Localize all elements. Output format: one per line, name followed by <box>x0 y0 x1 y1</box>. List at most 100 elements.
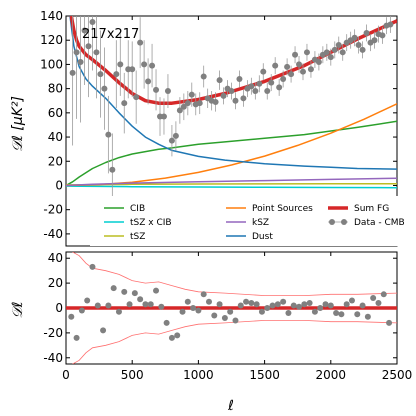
x-axis-label: ℓ <box>227 398 234 414</box>
residual-point <box>348 297 355 304</box>
residual-point <box>258 308 265 315</box>
data-point <box>355 42 362 49</box>
legend-label: tSZ <box>130 232 145 242</box>
residual-point <box>205 298 212 305</box>
residual-point <box>280 298 287 305</box>
data-point <box>252 88 259 95</box>
residual-point <box>248 300 255 307</box>
legend-item-point-sources: Point Sources <box>226 204 313 214</box>
residual-point <box>174 332 181 339</box>
residual-point <box>115 308 122 315</box>
bottom-panel: -40 -20 0 20 40 0 500 1000 1500 2000 2500 <box>43 251 412 382</box>
bottom-xtick-label: 2000 <box>316 368 347 382</box>
residual-band-upper <box>72 252 397 296</box>
residual-point <box>227 308 234 315</box>
residual-point <box>237 302 244 309</box>
bottom-xtick-label: 1500 <box>249 368 280 382</box>
data-point <box>359 46 366 53</box>
legend: CIB Point Sources Sum FG tSZ x CIB kSZ Data -… <box>90 196 405 246</box>
data-point <box>288 71 295 78</box>
residual-point <box>126 301 133 308</box>
data-point <box>101 85 108 92</box>
residual-point <box>216 301 223 308</box>
data-point <box>387 21 394 28</box>
series-line-ksz <box>66 177 397 187</box>
data-point <box>172 132 179 139</box>
panel-label: 217x217 <box>82 27 139 42</box>
residual-point <box>94 302 101 309</box>
data-point <box>133 94 140 101</box>
legend-item-tsz-x-cib: tSZ x CIB <box>104 218 172 228</box>
residual-point <box>301 301 308 308</box>
series-line-point-sources <box>66 103 397 187</box>
top-ytick-label: 0 <box>55 178 63 192</box>
residual-point <box>158 303 165 310</box>
bottom-xtick-label: 0 <box>62 368 70 382</box>
residual-point <box>354 311 361 318</box>
legend-item-dust: Dust <box>226 232 273 242</box>
residual-point <box>243 298 250 305</box>
data-point <box>315 59 322 65</box>
data-point <box>145 78 152 85</box>
residual-point <box>327 302 334 309</box>
top-ytick-label: 120 <box>40 33 63 47</box>
top-ytick-label: 60 <box>48 106 63 120</box>
data-point <box>69 69 76 76</box>
residual-point <box>200 291 207 298</box>
residual-point <box>274 301 281 308</box>
data-point <box>327 54 334 61</box>
data-point <box>335 42 342 49</box>
data-point <box>228 88 235 95</box>
residual-point <box>89 263 96 270</box>
bottom-xtick-label: 2500 <box>382 368 413 382</box>
residual-point <box>306 300 313 307</box>
residual-point <box>386 319 393 326</box>
data-point <box>272 62 279 69</box>
data-point <box>176 107 183 114</box>
top-ytick-label: 80 <box>48 82 63 96</box>
residual-point <box>131 290 138 297</box>
data-point <box>212 98 219 105</box>
legend-label: kSZ <box>252 218 269 228</box>
residual-point <box>221 314 228 321</box>
residual-point <box>147 301 154 308</box>
legend-label: tSZ x CIB <box>130 218 172 228</box>
data-point <box>276 84 283 91</box>
residual-point <box>333 309 340 316</box>
residual-point <box>137 296 144 303</box>
legend-label: Data - CMB <box>354 218 405 228</box>
residual-point <box>269 302 276 309</box>
residual-point <box>296 303 303 310</box>
top-ytick-label: 40 <box>48 130 63 144</box>
data-point <box>85 43 92 50</box>
legend-swatch <box>329 219 335 225</box>
data-point <box>331 46 338 53</box>
data-point <box>117 61 124 68</box>
data-point <box>137 39 144 46</box>
residual-point <box>100 327 107 334</box>
bottom-ytick-label: -40 <box>43 351 63 365</box>
series-line-sum-fg <box>69 16 397 105</box>
data-point <box>284 63 291 70</box>
data-point <box>89 19 96 26</box>
data-point <box>323 49 330 56</box>
top-data-points <box>69 16 394 207</box>
data-point <box>371 37 378 44</box>
residual-point <box>338 311 345 318</box>
residual-point <box>375 300 382 307</box>
residual-point <box>121 288 128 295</box>
legend-item-sum-fg: Sum FG <box>328 204 389 214</box>
data-point <box>351 34 358 41</box>
legend-label: Point Sources <box>252 204 313 214</box>
residual-point <box>195 307 202 314</box>
data-point <box>256 80 263 87</box>
top-panel: -40 -20 0 20 40 60 80 100 120 140 217x217 CIB Poin… <box>40 9 405 247</box>
residual-point <box>359 302 366 309</box>
top-ytick-label: -40 <box>43 227 63 241</box>
top-ytick-label: 100 <box>40 57 63 71</box>
data-point <box>292 51 299 58</box>
y-axis-label-top: 𝒟ℓ [μK²] <box>10 96 26 152</box>
data-point <box>184 100 191 107</box>
bottom-data-points <box>68 263 393 341</box>
residual-point <box>184 298 191 305</box>
